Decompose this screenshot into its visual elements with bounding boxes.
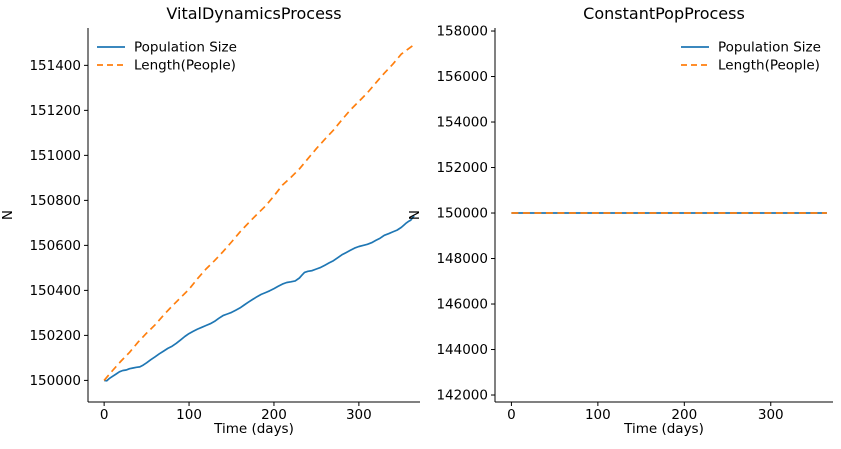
y-tick-label: 154000 <box>436 115 488 131</box>
y-tick-label: 146000 <box>436 297 488 313</box>
y-tick-label: 156000 <box>436 69 488 85</box>
x-tick-label: 200 <box>671 407 697 423</box>
x-tick-label: 100 <box>585 407 611 423</box>
y-tick-label: 150000 <box>29 373 81 389</box>
chart-constant-pop: ConstantPopProcess Time (days) N 142000 1440… <box>407 4 833 437</box>
legend-label: Length(People) <box>134 58 236 74</box>
x-tick-label: 0 <box>100 407 109 423</box>
y-axis-label: N <box>0 210 16 220</box>
legend-label: Population Size <box>718 40 821 56</box>
y-tick-label: 144000 <box>436 342 488 358</box>
y-tick-label: 150600 <box>29 238 81 254</box>
x-tick-label: 0 <box>507 407 516 423</box>
y-tick-label: 150000 <box>436 206 488 222</box>
x-tick-label: 100 <box>176 407 202 423</box>
series-line-length-people <box>103 44 415 381</box>
y-tick-label: 151000 <box>29 148 81 164</box>
chart-title: ConstantPopProcess <box>583 4 745 23</box>
legend-label: Population Size <box>134 40 237 56</box>
y-tick-label: 151200 <box>29 103 81 119</box>
x-axis-label: Time (days) <box>213 421 294 437</box>
y-tick-label: 150200 <box>29 328 81 344</box>
x-tick-label: 300 <box>758 407 784 423</box>
series-line-population-size <box>103 215 415 382</box>
y-tick-label: 151400 <box>29 58 81 74</box>
y-tick-label: 152000 <box>436 160 488 176</box>
y-tick-label: 150800 <box>29 193 81 209</box>
chart-title: VitalDynamicsProcess <box>166 4 341 23</box>
legend-label: Length(People) <box>718 58 820 74</box>
y-axis-label: N <box>407 210 423 220</box>
x-tick-label: 200 <box>261 407 287 423</box>
chart-vital-dynamics: VitalDynamicsProcess Time (days) N 150000 15… <box>0 4 420 437</box>
x-tick-label: 300 <box>346 407 372 423</box>
y-tick-label: 142000 <box>436 388 488 404</box>
x-axis-label: Time (days) <box>623 421 704 437</box>
y-tick-label: 148000 <box>436 251 488 267</box>
y-tick-label: 150400 <box>29 283 81 299</box>
y-tick-label: 158000 <box>436 24 488 40</box>
